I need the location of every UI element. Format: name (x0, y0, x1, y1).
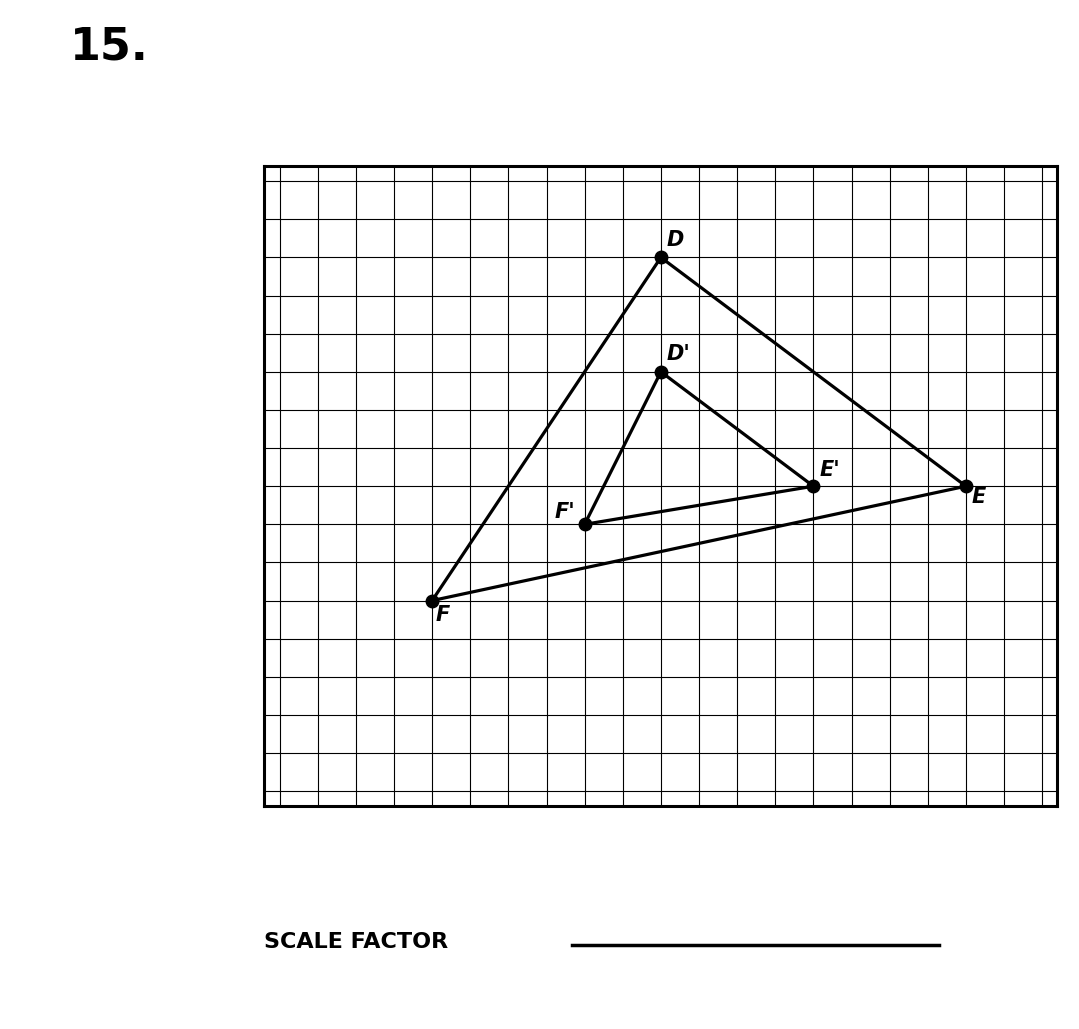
Text: F': F' (555, 502, 575, 523)
Text: 15.: 15. (70, 26, 149, 69)
Text: E: E (971, 487, 986, 507)
Text: D': D' (667, 344, 691, 364)
Text: D: D (667, 229, 684, 250)
Text: F: F (436, 605, 450, 626)
Text: SCALE FACTOR: SCALE FACTOR (264, 931, 449, 952)
Text: E': E' (819, 461, 839, 481)
